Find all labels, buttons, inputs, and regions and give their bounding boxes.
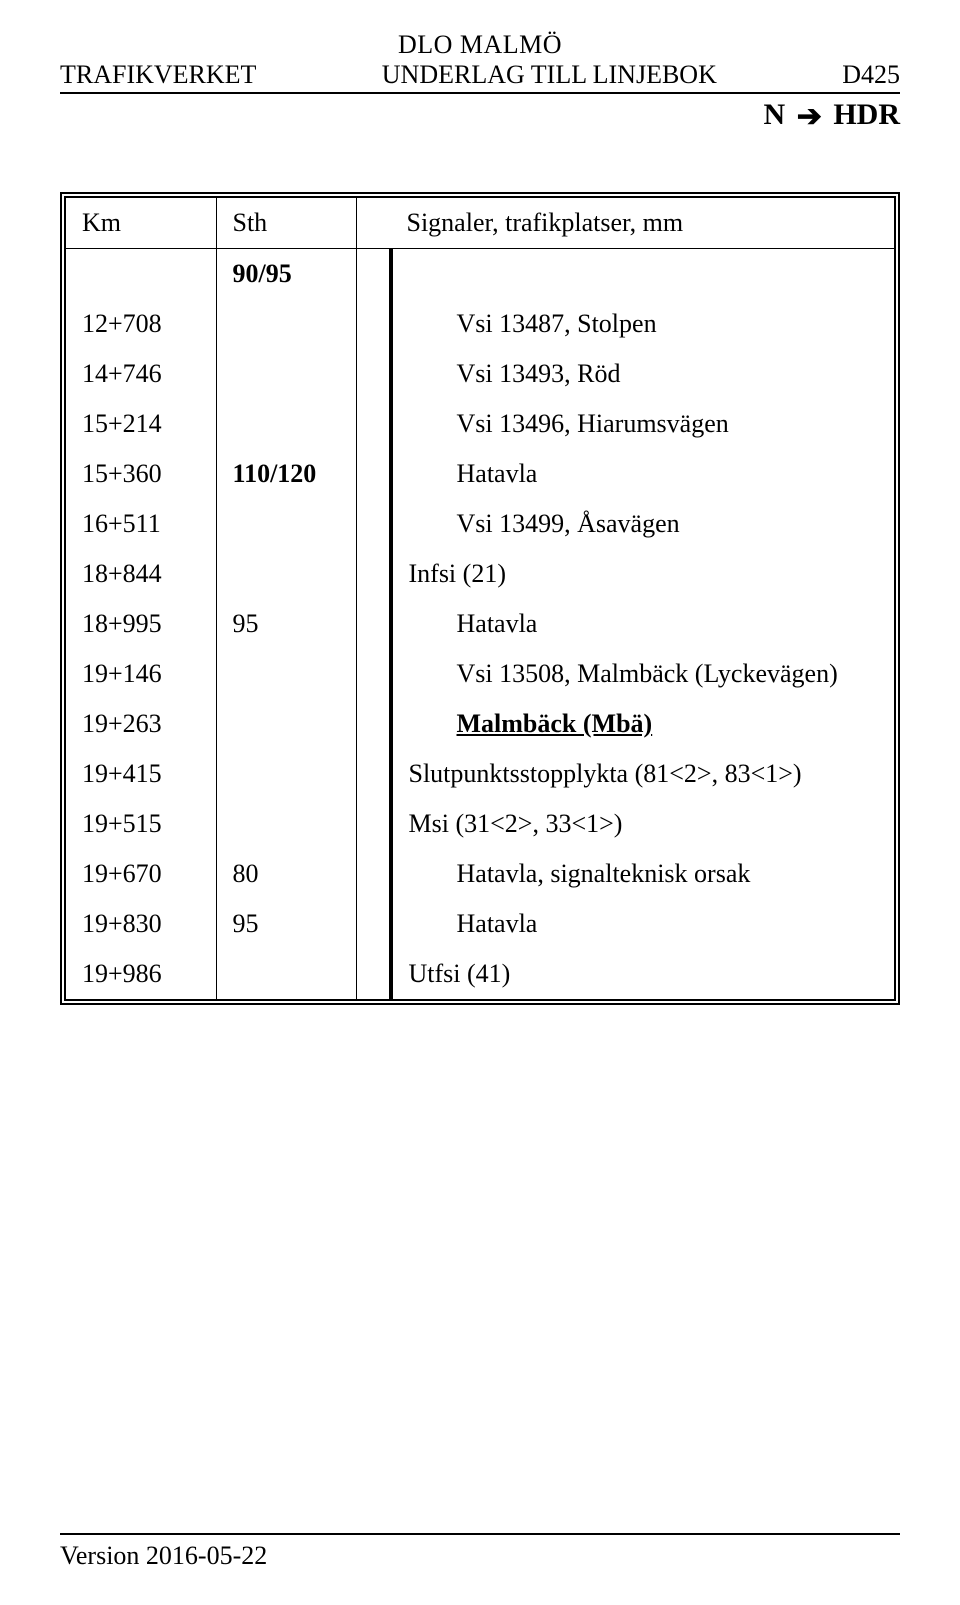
header-row: TRAFIKVERKET UNDERLAG TILL LINJEBOK D425 xyxy=(60,60,900,94)
cell-sth xyxy=(216,499,356,549)
cell-signal: Hatavla xyxy=(391,449,895,499)
page: DLO MALMÖ TRAFIKVERKET UNDERLAG TILL LIN… xyxy=(0,0,960,1605)
cell-sth xyxy=(216,399,356,449)
cell-sth xyxy=(216,749,356,799)
cell-signal: Msi (31<2>, 33<1>) xyxy=(391,799,895,849)
cell-sth xyxy=(216,799,356,849)
cell-signal: Infsi (21) xyxy=(391,549,895,599)
cell-km: 15+214 xyxy=(66,399,216,449)
cell-bar xyxy=(356,599,391,649)
table-row: 19+986 Utfsi (41) xyxy=(66,949,894,999)
cell-bar xyxy=(356,749,391,799)
cell-bar xyxy=(356,299,391,349)
cell-km: 12+708 xyxy=(66,299,216,349)
route-to: HDR xyxy=(833,98,900,131)
cell-signal: Malmbäck (Mbä) xyxy=(391,699,895,749)
cell-signal: Vsi 13487, Stolpen xyxy=(391,299,895,349)
cell-km: 15+360 xyxy=(66,449,216,499)
cell-signal: Hatavla xyxy=(391,599,895,649)
cell-signal: Hatavla xyxy=(391,899,895,949)
col-sth: Sth xyxy=(216,198,356,249)
header-right: D425 xyxy=(842,60,900,90)
cell-km: 16+511 xyxy=(66,499,216,549)
cell-bar xyxy=(356,449,391,499)
header-center-top: DLO MALMÖ xyxy=(60,30,900,60)
table-row: 19+146 Vsi 13508, Malmbäck (Lyckevägen) xyxy=(66,649,894,699)
cell-sth xyxy=(216,649,356,699)
table-row: 19+83095 Hatavla xyxy=(66,899,894,949)
table-row: 18+844 Infsi (21) xyxy=(66,549,894,599)
route-subhead: N ➔ HDR xyxy=(60,98,900,132)
table-row: 18+99595 Hatavla xyxy=(66,599,894,649)
cell-bar xyxy=(356,649,391,699)
header-center: UNDERLAG TILL LINJEBOK xyxy=(256,60,842,90)
data-table: Km Sth Signaler, trafikplatser, mm 90/95… xyxy=(66,198,894,999)
cell-bar xyxy=(356,699,391,749)
cell-signal: Utfsi (41) xyxy=(391,949,895,999)
cell-km: 18+995 xyxy=(66,599,216,649)
cell-signal: Vsi 13496, Hiarumsvägen xyxy=(391,399,895,449)
cell-km: 19+263 xyxy=(66,699,216,749)
cell-km xyxy=(66,249,216,300)
cell-bar xyxy=(356,549,391,599)
table-row: 19+515 Msi (31<2>, 33<1>) xyxy=(66,799,894,849)
header-left: TRAFIKVERKET xyxy=(60,60,256,90)
cell-sth: 95 xyxy=(216,899,356,949)
cell-km: 19+830 xyxy=(66,899,216,949)
cell-km: 19+146 xyxy=(66,649,216,699)
cell-sth: 95 xyxy=(216,599,356,649)
cell-signal: Vsi 13493, Röd xyxy=(391,349,895,399)
cell-km: 19+670 xyxy=(66,849,216,899)
cell-sth: 80 xyxy=(216,849,356,899)
table-row: 19+67080 Hatavla, signalteknisk orsak xyxy=(66,849,894,899)
table-row: 19+263 Malmbäck (Mbä) xyxy=(66,699,894,749)
cell-km: 14+746 xyxy=(66,349,216,399)
data-table-frame: Km Sth Signaler, trafikplatser, mm 90/95… xyxy=(60,192,900,1005)
cell-sth: 110/120 xyxy=(216,449,356,499)
cell-sth xyxy=(216,549,356,599)
cell-sth xyxy=(216,349,356,399)
cell-signal xyxy=(391,249,895,300)
route-from: N xyxy=(764,98,786,131)
col-km: Km xyxy=(66,198,216,249)
cell-sth xyxy=(216,299,356,349)
cell-bar xyxy=(356,899,391,949)
cell-bar xyxy=(356,849,391,899)
cell-bar xyxy=(356,399,391,449)
cell-sth: 90/95 xyxy=(216,249,356,300)
cell-signal: Slutpunktsstopplykta (81<2>, 83<1>) xyxy=(391,749,895,799)
table-row: 15+360110/120 Hatavla xyxy=(66,449,894,499)
footer-version: Version 2016-05-22 xyxy=(60,1533,900,1571)
cell-signal: Vsi 13508, Malmbäck (Lyckevägen) xyxy=(391,649,895,699)
cell-signal: Vsi 13499, Åsavägen xyxy=(391,499,895,549)
table-row: 90/95 xyxy=(66,249,894,300)
col-bar xyxy=(356,198,391,249)
table-row: 12+708 Vsi 13487, Stolpen xyxy=(66,299,894,349)
cell-sth xyxy=(216,949,356,999)
cell-km: 19+515 xyxy=(66,799,216,849)
arrow-right-icon: ➔ xyxy=(797,102,822,132)
table-row: 15+214 Vsi 13496, Hiarumsvägen xyxy=(66,399,894,449)
table-header-row: Km Sth Signaler, trafikplatser, mm xyxy=(66,198,894,249)
cell-km: 18+844 xyxy=(66,549,216,599)
cell-bar xyxy=(356,799,391,849)
cell-km: 19+415 xyxy=(66,749,216,799)
table-row: 14+746 Vsi 13493, Röd xyxy=(66,349,894,399)
cell-bar xyxy=(356,949,391,999)
col-sig: Signaler, trafikplatser, mm xyxy=(391,198,895,249)
cell-bar xyxy=(356,499,391,549)
cell-bar xyxy=(356,349,391,399)
table-row: 19+415 Slutpunktsstopplykta (81<2>, 83<1>… xyxy=(66,749,894,799)
table-body: 90/9512+708 Vsi 13487, Stolpen 14+746 Vsi 1… xyxy=(66,249,894,1000)
table-row: 16+511 Vsi 13499, Åsavägen xyxy=(66,499,894,549)
cell-signal: Hatavla, signalteknisk orsak xyxy=(391,849,895,899)
cell-bar xyxy=(356,249,391,300)
cell-km: 19+986 xyxy=(66,949,216,999)
cell-sth xyxy=(216,699,356,749)
